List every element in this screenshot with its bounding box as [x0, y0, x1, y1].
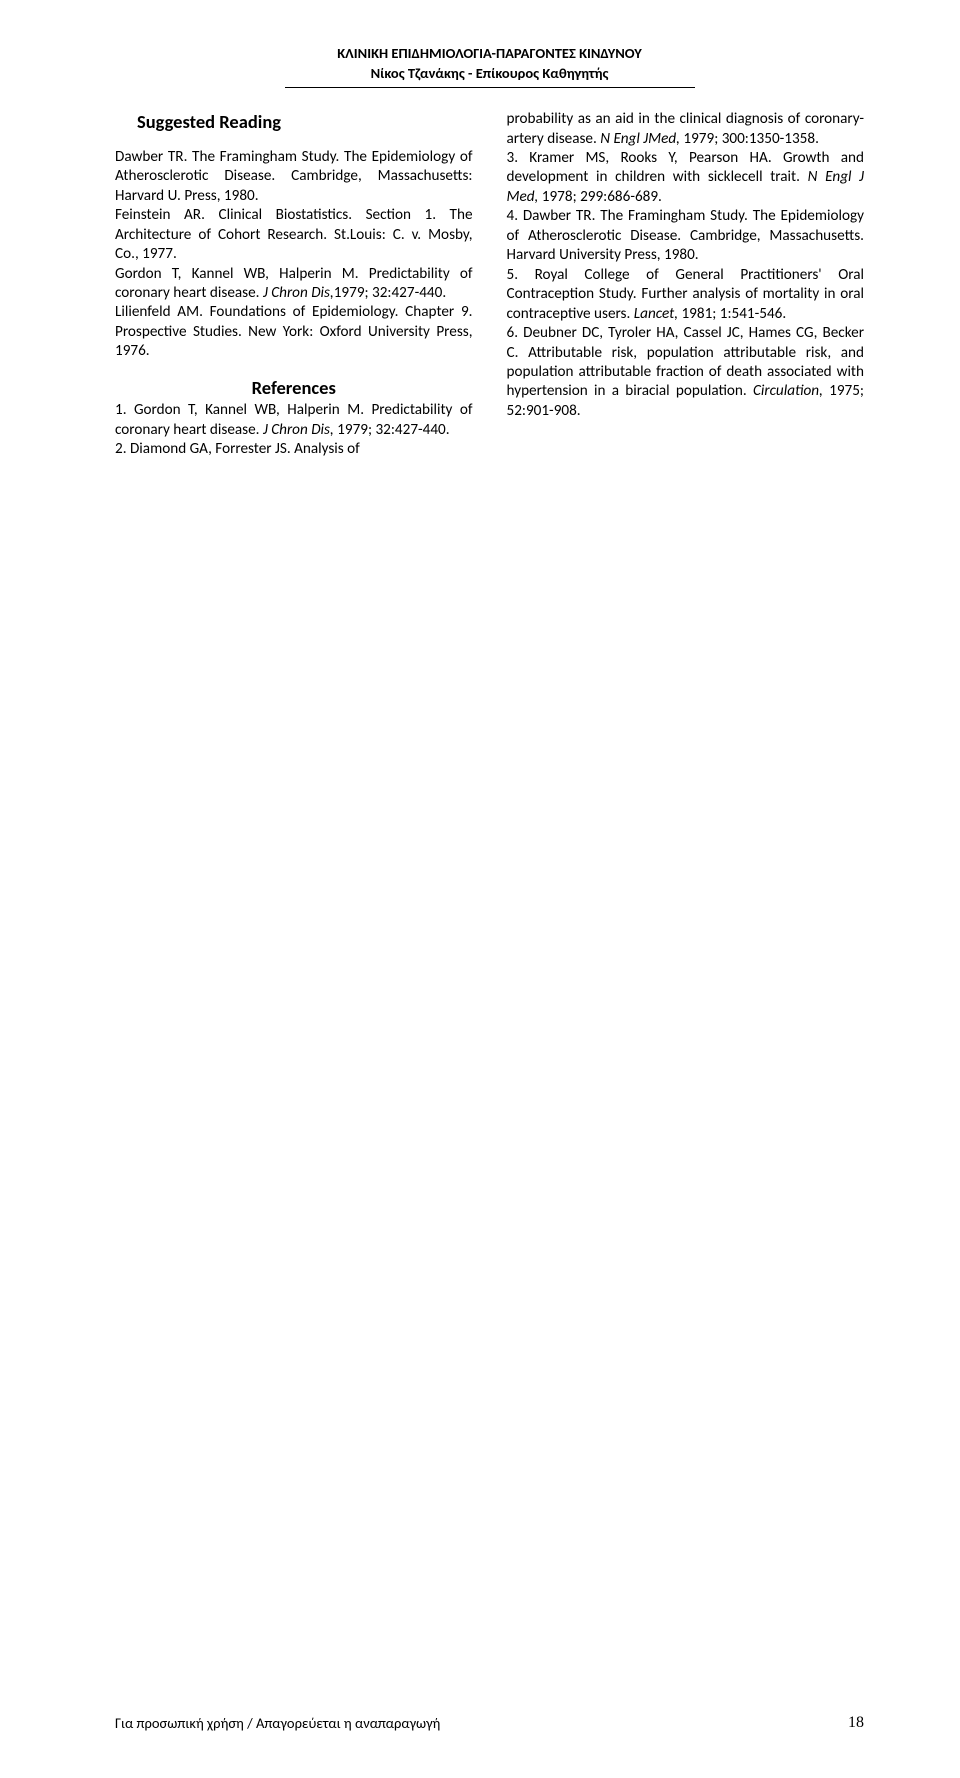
suggested-reading-body: Dawber TR. The Framingham Study. The Epi…	[115, 148, 473, 362]
content-columns: Suggested Reading Dawber TR. The Framing…	[115, 110, 864, 460]
ref-2-cont-b: 1979; 300:1350-1358.	[683, 130, 819, 148]
ref-1b: 1979; 32:427-440.	[337, 421, 449, 439]
reading-item-3-journal: J Chron Dis,	[263, 284, 334, 302]
footer-copyright: Για προσωπική χρήση / Απαγορεύεται η ανα…	[115, 1714, 440, 1732]
references-body-right: probability as an aid in the clinical di…	[507, 110, 865, 421]
page-number: 18	[848, 1714, 864, 1732]
header-line-1: ΚΛΙΝΙΚΗ ΕΠΙΔΗΜΙΟΛΟΓΙΑ-ΠΑΡΑΓΟΝΤΕΣ ΚΙΝΔΥΝΟ…	[115, 44, 864, 64]
page-footer: Για προσωπική χρήση / Απαγορεύεται η ανα…	[115, 1714, 864, 1732]
reading-item-1: Dawber TR. The Framingham Study. The Epi…	[115, 148, 473, 205]
ref-1-journal: J Chron Dis,	[263, 421, 337, 439]
references-title: References	[115, 376, 473, 400]
ref-2-start: 2. Diamond GA, Forrester JS. Analysis of	[115, 440, 360, 458]
reading-item-4: Lilienfeld AM. Foundations of Epidemiolo…	[115, 303, 473, 360]
left-column: Suggested Reading Dawber TR. The Framing…	[115, 110, 473, 460]
reading-item-2: Feinstein AR. Clinical Biostatistics. Se…	[115, 206, 473, 263]
header-line-2: Νίκος Τζανάκης - Επίκουρος Καθηγητής	[115, 64, 864, 84]
suggested-reading-title: Suggested Reading	[115, 110, 473, 134]
header-underline	[285, 87, 695, 88]
ref-3b: 1978; 299:686-689.	[542, 188, 662, 206]
ref-2-journal: N Engl JMed,	[600, 130, 683, 148]
ref-6-journal: Circulation,	[753, 382, 829, 400]
ref-5-journal: Lancet,	[634, 305, 682, 323]
ref-5b: 1981; 1:541-546.	[681, 305, 786, 323]
ref-4: 4. Dawber TR. The Framingham Study. The …	[507, 207, 865, 264]
reading-item-3b: 1979; 32:427-440.	[334, 284, 446, 302]
right-column: probability as an aid in the clinical di…	[507, 110, 865, 460]
document-page: ΚΛΙΝΙΚΗ ΕΠΙΔΗΜΙΟΛΟΓΙΑ-ΠΑΡΑΓΟΝΤΕΣ ΚΙΝΔΥΝΟ…	[0, 0, 960, 1778]
page-header: ΚΛΙΝΙΚΗ ΕΠΙΔΗΜΙΟΛΟΓΙΑ-ΠΑΡΑΓΟΝΤΕΣ ΚΙΝΔΥΝΟ…	[115, 44, 864, 83]
references-body-left: 1. Gordon T, Kannel WB, Halperin M. Pred…	[115, 401, 473, 459]
